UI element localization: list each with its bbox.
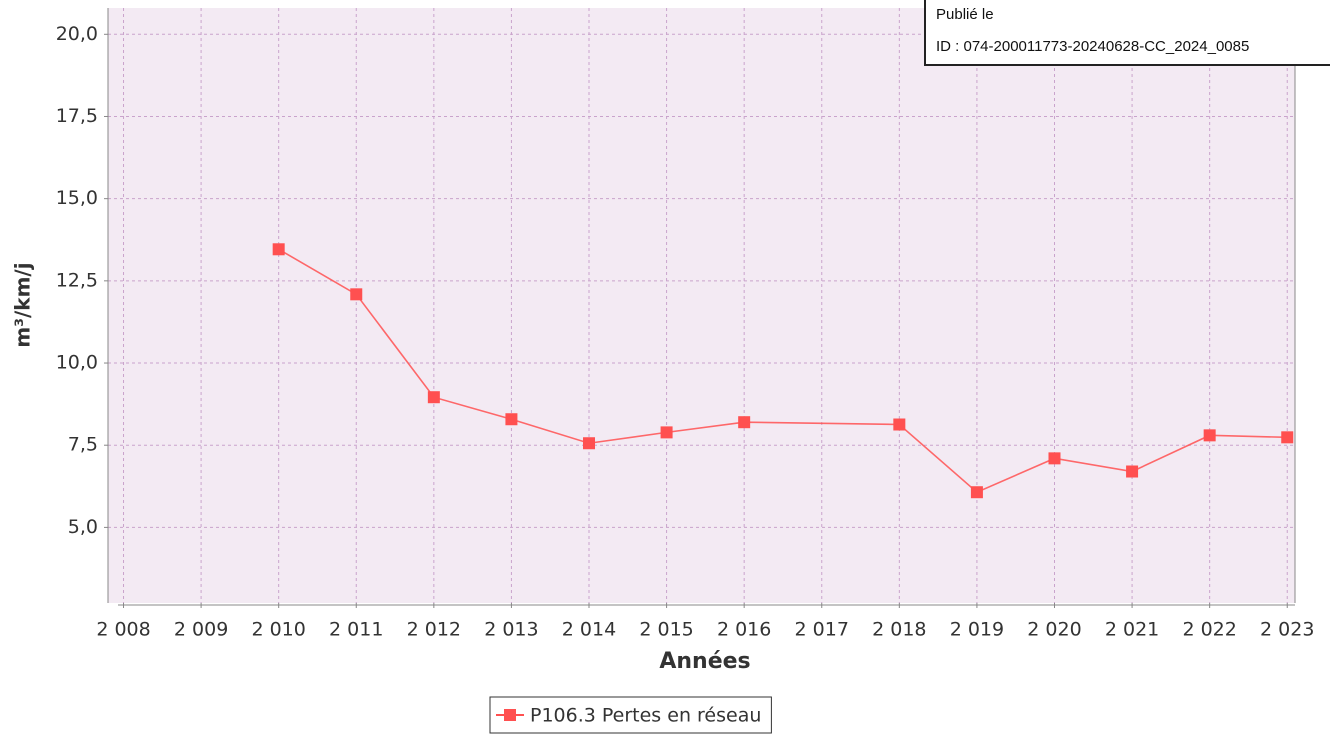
x-tick-label: 2 018 (872, 619, 926, 641)
x-tick-label: 2 017 (795, 619, 849, 641)
data-point (660, 426, 673, 439)
x-tick-label: 2 009 (174, 619, 228, 641)
data-point (583, 437, 596, 450)
stamp-line: ID : 074-200011773-20240628-CC_2024_0085 (936, 38, 1250, 55)
plot-area (108, 8, 1295, 603)
y-tick-label: 15,0 (56, 187, 98, 209)
x-tick-label: 2 016 (717, 619, 771, 641)
data-point (1126, 465, 1139, 478)
data-point (738, 416, 751, 429)
x-tick-label: 2 019 (950, 619, 1004, 641)
y-tick-label: 20,0 (56, 23, 98, 45)
data-point (505, 413, 518, 426)
x-tick-label: 2 008 (96, 619, 150, 641)
x-axis-label: Années (659, 649, 750, 674)
data-point (1203, 429, 1216, 442)
data-point (272, 243, 285, 256)
y-tick-label: 12,5 (56, 269, 98, 291)
stamp: Publié le ID : 074-200011773-20240628-CC… (924, 0, 1330, 66)
legend-marker (504, 709, 516, 721)
y-tick-label: 5,0 (68, 516, 98, 538)
data-point (350, 288, 363, 301)
legend-label: P106.3 Pertes en réseau (530, 705, 761, 727)
y-tick-label: 7,5 (68, 434, 98, 456)
y-tick-label: 17,5 (56, 105, 98, 127)
x-tick-label: 2 012 (407, 619, 461, 641)
data-point (1281, 431, 1294, 444)
data-point (970, 486, 983, 499)
data-point (893, 418, 906, 431)
data-point (1048, 452, 1061, 465)
data-point (427, 391, 440, 404)
stamp-line: Publié le (936, 6, 994, 23)
x-tick-label: 2 011 (329, 619, 383, 641)
x-tick-label: 2 021 (1105, 619, 1159, 641)
x-tick-label: 2 020 (1027, 619, 1081, 641)
x-tick-label: 2 023 (1260, 619, 1314, 641)
legend-box (489, 696, 772, 734)
x-tick-label: 2 010 (251, 619, 305, 641)
y-axis-label: m³/km/j (11, 262, 35, 347)
x-tick-label: 2 015 (639, 619, 693, 641)
x-tick-label: 2 014 (562, 619, 616, 641)
x-tick-label: 2 013 (484, 619, 538, 641)
x-tick-label: 2 022 (1182, 619, 1236, 641)
y-tick-label: 10,0 (56, 352, 98, 374)
